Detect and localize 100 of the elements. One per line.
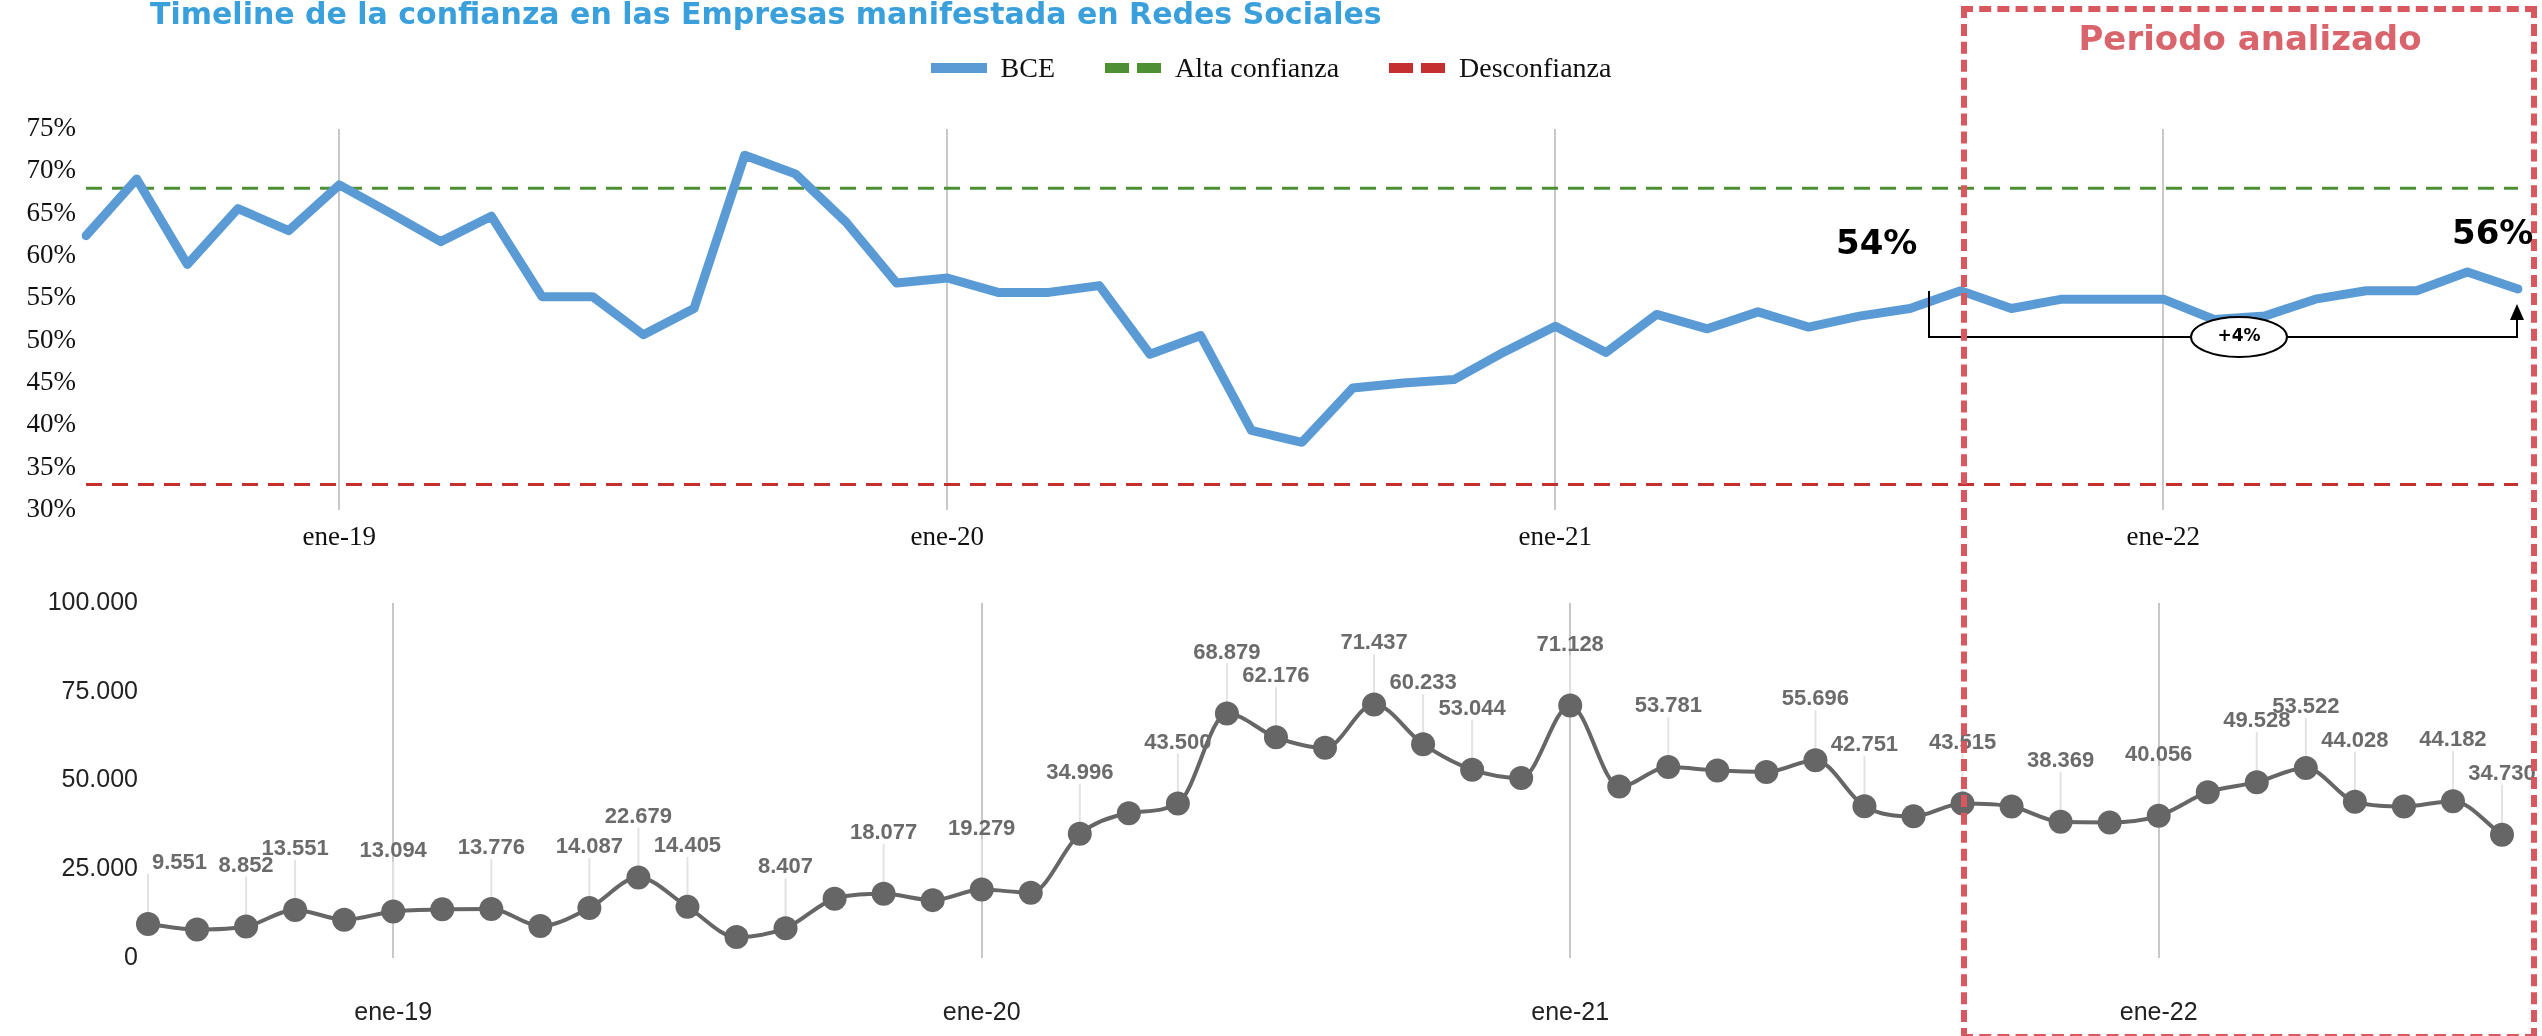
- data-label: 55.696: [1781, 685, 1850, 711]
- data-label: 68.879: [1193, 638, 1261, 664]
- point: [2342, 789, 2367, 814]
- point: [1705, 758, 1730, 783]
- data-label: 71.437: [1340, 629, 1408, 655]
- data-label: 53.044: [1438, 694, 1507, 720]
- point: [871, 881, 896, 906]
- point: [1214, 701, 1239, 726]
- x-tick-label: ene-21: [1518, 521, 1593, 552]
- point: [2490, 822, 2514, 847]
- point: [381, 899, 406, 924]
- data-label: 22.679: [604, 802, 673, 828]
- data-label: 19.279: [948, 814, 1016, 840]
- data-label: 60.233: [1389, 669, 1457, 695]
- point: [1852, 794, 1877, 819]
- y-tick-label: 100.000: [47, 586, 138, 615]
- data-label: 42.751: [1830, 731, 1899, 757]
- point: [283, 897, 308, 922]
- point: [1362, 692, 1387, 717]
- data-label: 53.781: [1634, 692, 1702, 718]
- point: [1509, 766, 1534, 791]
- point: [2391, 794, 2416, 819]
- point: [2293, 756, 2318, 780]
- point: [2244, 770, 2269, 795]
- y-tick-label: 0: [124, 941, 138, 970]
- y-tick-label: 65%: [26, 196, 76, 227]
- point: [2048, 809, 2073, 834]
- point: [920, 888, 945, 913]
- x-tick-label: ene-20: [942, 996, 1021, 1025]
- y-tick-label: 75%: [26, 112, 76, 143]
- data-label: 34.730: [2468, 759, 2536, 785]
- y-tick-label: 25.000: [61, 853, 138, 882]
- y-tick-label: 50.000: [61, 764, 138, 793]
- point: [2440, 789, 2465, 814]
- point: [430, 897, 455, 922]
- data-label: 62.176: [1242, 662, 1310, 688]
- x-tick-label: ene-19: [302, 521, 377, 552]
- point: [1313, 735, 1337, 760]
- x-tick-label: ene-20: [910, 521, 985, 552]
- legend-label: Alta confianza: [1175, 52, 1340, 84]
- point: [1558, 693, 1583, 718]
- point: [1999, 794, 2024, 819]
- point: [675, 894, 700, 919]
- text: Periodo analizado: [2077, 18, 2423, 58]
- point: [479, 897, 504, 922]
- y-tick-label: 75.000: [61, 675, 138, 704]
- legend-label: BCE: [1000, 52, 1056, 84]
- y-tick-label: 55%: [26, 281, 76, 312]
- data-label: 13.094: [359, 836, 428, 862]
- data-label: 14.405: [653, 831, 722, 857]
- data-label: 44.028: [2321, 726, 2389, 752]
- y-tick-label: 70%: [26, 154, 76, 185]
- point: [577, 895, 602, 920]
- point: [2146, 803, 2171, 828]
- point: [2195, 780, 2220, 805]
- data-label: 40.056: [2125, 740, 2193, 766]
- point: [1901, 804, 1926, 829]
- point: [136, 912, 160, 937]
- data-label: 34.996: [1046, 758, 1114, 784]
- point: [1067, 821, 1092, 846]
- point: [724, 925, 749, 950]
- legend-label: Desconfianza: [1459, 52, 1612, 84]
- point: [1803, 748, 1828, 773]
- y-tick-label: 45%: [26, 366, 76, 397]
- point: [969, 877, 994, 902]
- data-label: 18.077: [849, 818, 918, 844]
- y-tick-label: 30%: [26, 493, 76, 524]
- point: [528, 914, 553, 939]
- point: [2097, 810, 2122, 835]
- point: [1263, 725, 1288, 750]
- point: [1165, 791, 1190, 816]
- x-tick-label: ene-22: [2126, 521, 2201, 552]
- point: [1607, 774, 1632, 799]
- x-tick-label: ene-19: [354, 996, 433, 1025]
- data-label: 38.369: [2026, 746, 2095, 772]
- y-tick-label: 35%: [26, 450, 76, 481]
- point: [773, 916, 798, 941]
- data-label: 9.551: [152, 849, 208, 875]
- data-label: 71.128: [1536, 630, 1604, 656]
- point: [1116, 801, 1141, 826]
- point: [332, 907, 357, 932]
- y-tick-label: 40%: [26, 408, 76, 439]
- point: [1411, 732, 1436, 757]
- point: [1656, 755, 1681, 780]
- data-label: 8.407: [758, 853, 814, 879]
- point: [1018, 880, 1043, 905]
- point: [822, 886, 847, 911]
- point: [1754, 759, 1779, 784]
- y-tick-label: 60%: [26, 239, 76, 270]
- point: [626, 865, 651, 890]
- point: [234, 914, 259, 939]
- annotation: +4%: [2216, 325, 2262, 345]
- annotation: 54%: [1836, 222, 1918, 262]
- x-tick-label: ene-22: [2119, 996, 2198, 1025]
- x-tick-label: ene-21: [1531, 996, 1610, 1025]
- annotation: 56%: [2452, 212, 2534, 252]
- data-label: 14.087: [555, 833, 624, 859]
- data-label: 44.182: [2419, 726, 2487, 752]
- point: [185, 917, 210, 942]
- data-label: 13.776: [457, 834, 525, 860]
